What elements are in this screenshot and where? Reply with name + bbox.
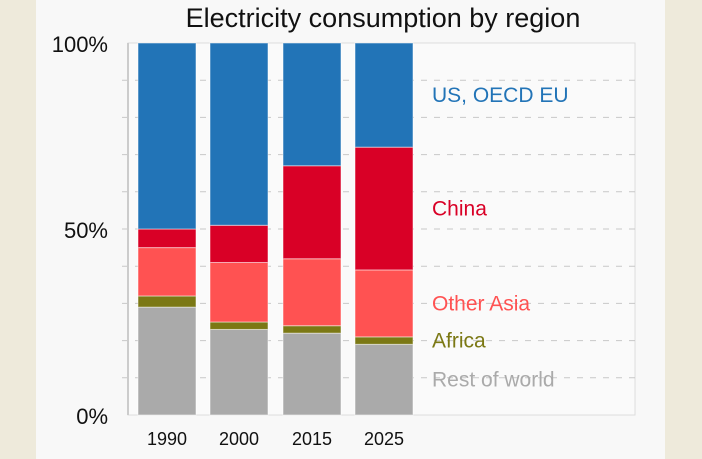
bars bbox=[137, 42, 414, 416]
bar-segment-2000-1 bbox=[209, 321, 269, 330]
x-tick-label: 2025 bbox=[364, 429, 404, 449]
bar-segment-1990-2 bbox=[137, 247, 197, 297]
bar-segment-2025-4 bbox=[354, 42, 414, 148]
bar-segment-2015-1 bbox=[282, 325, 342, 334]
x-tick-label: 2015 bbox=[292, 429, 332, 449]
bar-segment-2000-0 bbox=[209, 328, 269, 416]
legend-label: Other Asia bbox=[432, 292, 530, 315]
bar-segment-2025-3 bbox=[354, 146, 414, 271]
bar-segment-2015-4 bbox=[282, 42, 342, 167]
bar-segment-1990-4 bbox=[137, 42, 197, 230]
bar-segment-2015-0 bbox=[282, 332, 342, 416]
bar-segment-2000-4 bbox=[209, 42, 269, 226]
bar-segment-1990-0 bbox=[137, 306, 197, 416]
bar-segment-2015-2 bbox=[282, 258, 342, 327]
legend: Rest of world Africa Other Asia China US, OE… bbox=[432, 84, 569, 392]
bar-segment-2025-1 bbox=[354, 336, 414, 345]
y-tick-labels: 0% 50% 100% bbox=[52, 32, 108, 429]
bar-segment-2025-2 bbox=[354, 269, 414, 338]
y-tick-label: 50% bbox=[64, 218, 108, 243]
y-tick-label: 100% bbox=[52, 32, 108, 57]
bar-segment-2015-3 bbox=[282, 165, 342, 260]
x-tick-label: 1990 bbox=[147, 429, 187, 449]
bar-segment-2000-2 bbox=[209, 261, 269, 323]
legend-label: Africa bbox=[432, 330, 486, 353]
x-tick-labels: 1990 2000 2015 2025 bbox=[147, 429, 404, 449]
bar-segment-2025-0 bbox=[354, 343, 414, 416]
legend-label: China bbox=[432, 198, 487, 221]
legend-label: Rest of world bbox=[432, 369, 555, 392]
legend-label: US, OECD EU bbox=[432, 84, 569, 107]
y-tick-label: 0% bbox=[76, 404, 108, 429]
bar-segment-1990-3 bbox=[137, 228, 197, 249]
x-tick-label: 2000 bbox=[219, 429, 259, 449]
bar-segment-1990-1 bbox=[137, 295, 197, 308]
bar-segment-2000-3 bbox=[209, 224, 269, 263]
chart-title: Electricity consumption by region bbox=[186, 3, 581, 33]
